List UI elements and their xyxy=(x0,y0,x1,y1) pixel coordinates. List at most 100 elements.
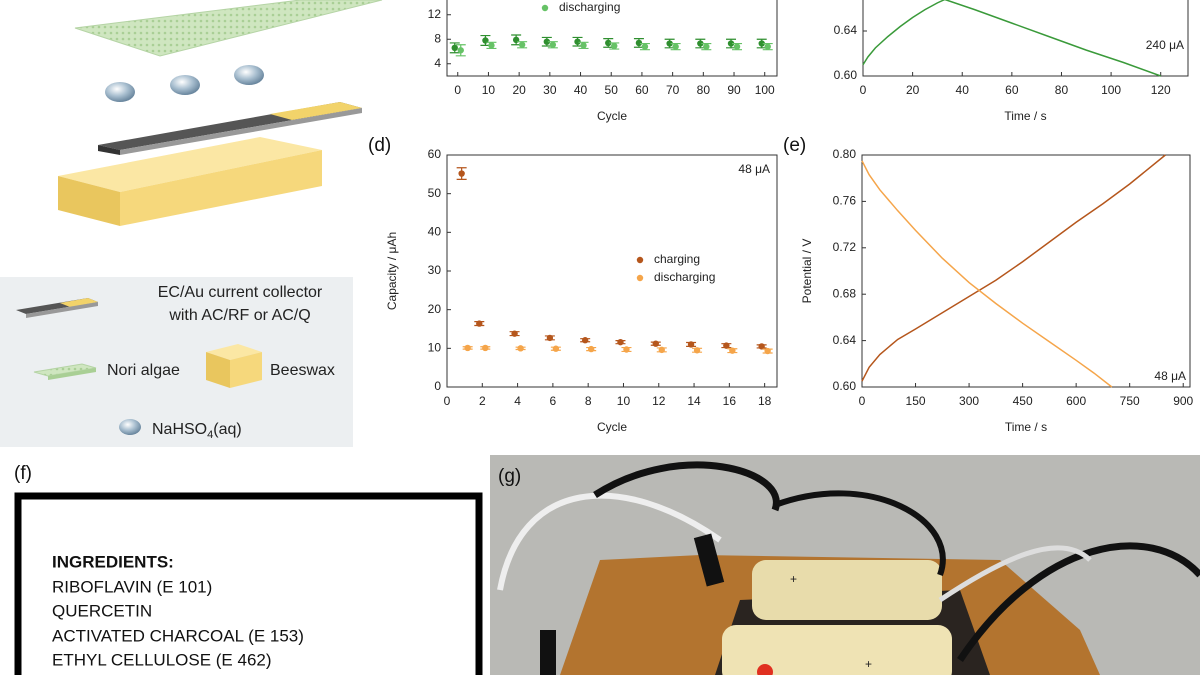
data-point xyxy=(488,42,495,49)
x-axis-label: Time / s xyxy=(1005,420,1047,434)
x-axis-label: Cycle xyxy=(597,420,627,434)
x-tick-label: 20 xyxy=(906,83,920,97)
annotation: 48 μA xyxy=(1154,369,1186,383)
plus-mark: + xyxy=(865,657,872,671)
data-point xyxy=(476,320,483,327)
device-illustration xyxy=(58,0,383,226)
ingredient: RIBOFLAVIN (E 101) xyxy=(52,577,212,596)
panel-label: (e) xyxy=(783,135,806,156)
y-tick-label: 8 xyxy=(434,31,441,45)
data-point xyxy=(549,41,557,48)
legend-text: EC/Au current collector xyxy=(158,284,323,301)
y-tick-label: 0.72 xyxy=(833,240,857,254)
data-point xyxy=(543,38,551,45)
x-tick-label: 60 xyxy=(1005,83,1019,97)
data-point xyxy=(552,345,560,352)
chart: 01020304050607080901004812Cyclechargingd… xyxy=(428,0,778,123)
x-tick-label: 900 xyxy=(1173,394,1193,408)
legend-text: NaHSO4(aq) xyxy=(152,421,242,441)
data-point xyxy=(723,342,730,349)
data-point xyxy=(623,346,630,353)
ingredients-box: INGREDIENTS: RIBOFLAVIN (E 101) QUERCETI… xyxy=(14,492,483,675)
plot-frame xyxy=(862,0,1189,77)
data-point xyxy=(511,330,518,337)
y-tick-label: 20 xyxy=(428,302,442,316)
x-tick-label: 2 xyxy=(479,394,486,408)
y-tick-label: 0.80 xyxy=(833,147,857,161)
data-point xyxy=(581,337,589,344)
legend-text: with AC/RF or AC/Q xyxy=(168,307,310,324)
y-tick-label: 0.68 xyxy=(833,286,857,300)
x-tick-label: 300 xyxy=(959,394,979,408)
chart: 0 150 300 450 600 750 900 0.60 0.64 0.68 0.72 0.76 0… xyxy=(800,147,1193,434)
data-point xyxy=(693,347,701,354)
x-tick-label: 16 xyxy=(723,394,737,408)
x-tick-label: 70 xyxy=(666,83,680,97)
y-tick-label: 0.60 xyxy=(834,68,858,82)
ingredients-title: INGREDIENTS: xyxy=(52,552,174,571)
legend-box: EC/Au current collector with AC/RF or AC… xyxy=(0,277,353,447)
y-tick-label: 0.64 xyxy=(833,333,857,347)
data-line xyxy=(861,160,1113,388)
y-tick-label: 4 xyxy=(434,56,441,70)
y-tick-label: 60 xyxy=(428,147,442,161)
x-tick-label: 4 xyxy=(514,394,521,408)
y-tick-label: 0 xyxy=(434,379,441,393)
x-tick-label: 50 xyxy=(605,83,619,97)
data-point xyxy=(574,38,581,45)
x-tick-label: 80 xyxy=(1055,83,1069,97)
plot-frame xyxy=(446,0,778,77)
plot-frame xyxy=(861,154,1191,388)
data-point xyxy=(666,40,673,47)
y-tick-label: 40 xyxy=(428,225,442,239)
data-point xyxy=(611,42,618,50)
y-tick-label: 10 xyxy=(428,341,442,355)
data-point xyxy=(764,347,771,355)
data-point xyxy=(758,40,765,47)
y-tick-label: 12 xyxy=(428,7,442,21)
x-tick-label: 6 xyxy=(550,394,557,408)
x-tick-label: 100 xyxy=(755,83,775,97)
y-tick-label: 0.60 xyxy=(833,379,857,393)
legend-marker xyxy=(541,4,549,12)
x-tick-label: 750 xyxy=(1120,394,1140,408)
annotation: 48 μA xyxy=(738,162,770,176)
y-tick-label: 30 xyxy=(428,263,442,277)
legend-text: Nori algae xyxy=(107,362,180,379)
x-tick-label: 600 xyxy=(1066,394,1086,408)
data-point xyxy=(687,341,695,348)
x-tick-label: 0 xyxy=(454,83,461,97)
x-tick-label: 40 xyxy=(574,83,588,97)
panel-label: (g) xyxy=(498,466,521,487)
x-tick-label: 14 xyxy=(687,394,701,408)
ingredient: QUERCETIN xyxy=(52,601,152,620)
x-tick-label: 0 xyxy=(859,394,866,408)
data-point xyxy=(482,344,489,352)
panel-label: (d) xyxy=(368,135,391,156)
x-tick-label: 150 xyxy=(906,394,926,408)
chart: 0 20 40 60 80 100 120 0.60 0.64 Time / s 240 μA xyxy=(834,0,1189,123)
data-point xyxy=(457,47,464,54)
x-axis-label: Time / s xyxy=(1004,109,1046,123)
data-point xyxy=(617,338,624,346)
data-point xyxy=(733,43,741,50)
data-point xyxy=(729,347,736,354)
data-line xyxy=(861,154,1166,382)
x-tick-label: 12 xyxy=(652,394,666,408)
x-tick-label: 0 xyxy=(444,394,451,408)
data-point xyxy=(727,40,735,47)
data-point xyxy=(587,345,595,353)
x-tick-label: 120 xyxy=(1151,83,1171,97)
data-point xyxy=(464,344,471,352)
chart: 0 2 4 6 8 10 12 14 16 18 0 10 20 30 40 50 60 Cycle Capacit… xyxy=(385,147,778,434)
data-point xyxy=(658,346,665,354)
y-tick-label: 0.76 xyxy=(833,194,857,208)
data-point xyxy=(458,170,465,177)
y-tick-label: 50 xyxy=(428,186,442,200)
x-tick-label: 30 xyxy=(543,83,557,97)
data-point xyxy=(652,340,659,347)
annotation: 240 μA xyxy=(1146,38,1184,52)
data-point xyxy=(605,39,612,47)
